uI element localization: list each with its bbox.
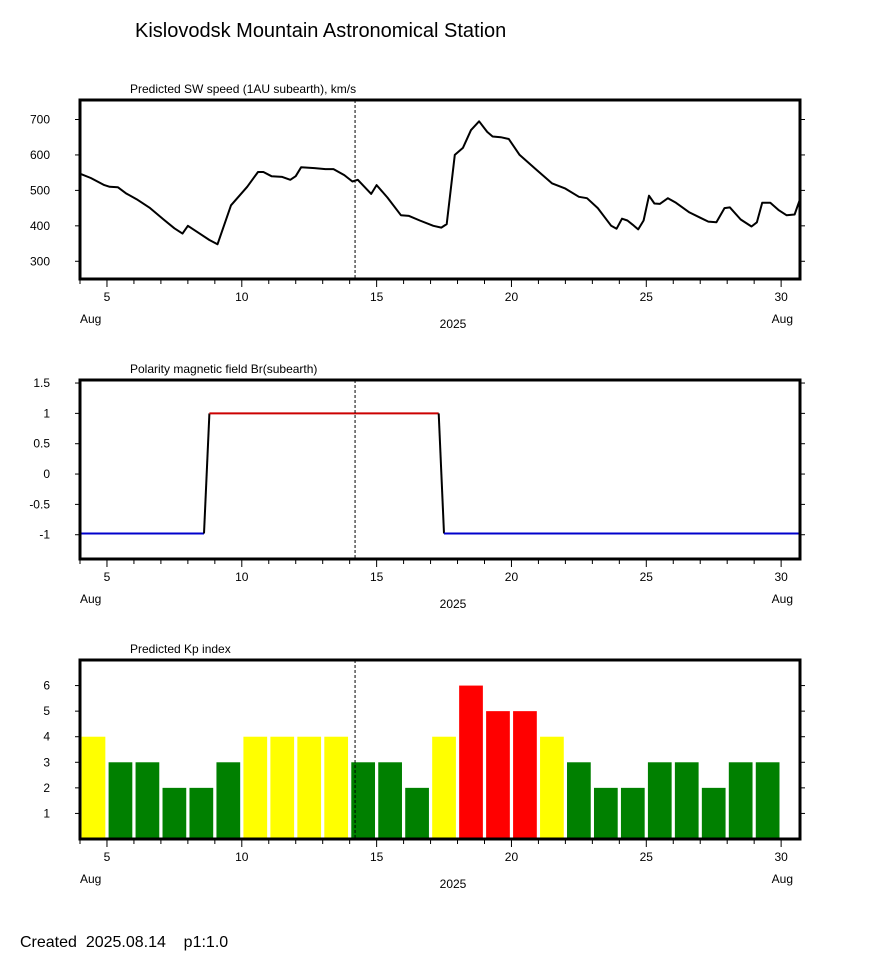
kp-bar [513, 711, 537, 839]
kp-bar [728, 762, 753, 839]
plot-frame [78, 378, 802, 561]
x-start-month: Aug [80, 872, 101, 886]
y-tick-label: 5 [43, 704, 50, 718]
x-tick-label: 30 [774, 290, 788, 304]
y-tick-label: 3 [43, 755, 50, 769]
kp-bar [243, 736, 268, 839]
x-end-month: Aug [772, 592, 793, 606]
kp-bar [540, 736, 564, 839]
kp-bar [593, 787, 618, 839]
y-tick-label: 600 [30, 148, 50, 162]
series-line [437, 413, 445, 534]
panel-title: Predicted SW speed (1AU subearth), km/s [130, 82, 356, 96]
page-title: Kislovodsk Mountain Astronomical Station [135, 20, 507, 42]
x-tick-label: 20 [505, 570, 519, 584]
kp-bar [755, 762, 780, 839]
kp-bar [216, 762, 241, 839]
kp-bar [189, 787, 214, 839]
x-tick-label: 25 [640, 850, 654, 864]
y-tick-label: 700 [30, 112, 50, 126]
y-tick-label: 4 [43, 730, 50, 744]
x-tick-label: 5 [104, 570, 111, 584]
kp-bar [162, 787, 187, 839]
y-tick-label: 0.5 [33, 437, 50, 451]
series-line [79, 120, 801, 246]
x-start-month: Aug [80, 312, 101, 326]
panel-title: Predicted Kp index [130, 642, 231, 656]
x-tick-label: 20 [505, 850, 519, 864]
y-tick-label: 0 [43, 467, 50, 481]
y-tick-label: 1.5 [33, 376, 50, 390]
y-tick-label: -0.5 [29, 497, 50, 511]
x-year-label: 2025 [440, 877, 467, 891]
x-tick-label: 15 [370, 290, 384, 304]
x-end-month: Aug [772, 312, 793, 326]
y-tick-label: 6 [43, 679, 50, 693]
y-tick-label: 500 [30, 183, 50, 197]
kp-bar [701, 787, 726, 839]
series-line [203, 413, 211, 534]
kp-bar [620, 787, 645, 839]
kp-bar [567, 762, 591, 839]
kp-bar [647, 762, 672, 839]
kp-bar [674, 762, 699, 839]
kp-bar [297, 736, 322, 839]
x-tick-label: 25 [640, 290, 654, 304]
x-tick-label: 10 [235, 290, 249, 304]
plot-frame [78, 98, 802, 281]
x-tick-label: 5 [104, 850, 111, 864]
panel-title: Polarity magnetic field Br(subearth) [130, 362, 317, 376]
kp-bar [459, 685, 483, 839]
kp-bar [378, 762, 402, 839]
x-tick-label: 10 [235, 570, 249, 584]
created-footer: Created 2025.08.14 p1:1.0 [20, 934, 229, 951]
x-tick-label: 15 [370, 850, 384, 864]
x-year-label: 2025 [440, 317, 467, 331]
kp-bar [324, 736, 349, 839]
x-tick-label: 15 [370, 570, 384, 584]
x-tick-label: 5 [104, 290, 111, 304]
y-tick-label: 300 [30, 254, 50, 268]
kp-bar [351, 762, 376, 839]
kp-bar [270, 736, 295, 839]
y-tick-label: 1 [43, 806, 50, 820]
kp-bar [405, 787, 429, 839]
x-tick-label: 20 [505, 290, 519, 304]
kp-bar [81, 736, 106, 839]
y-tick-label: 2 [43, 781, 50, 795]
x-tick-label: 10 [235, 850, 249, 864]
kp-bar [432, 736, 456, 839]
kp-bar [135, 762, 160, 839]
y-tick-label: 1 [43, 406, 50, 420]
y-tick-label: -1 [39, 528, 50, 542]
y-tick-label: 400 [30, 219, 50, 233]
kp-bar [108, 762, 133, 839]
x-tick-label: 30 [774, 850, 788, 864]
x-tick-label: 25 [640, 570, 654, 584]
x-tick-label: 30 [774, 570, 788, 584]
x-end-month: Aug [772, 872, 793, 886]
kp-bar [486, 711, 510, 839]
x-start-month: Aug [80, 592, 101, 606]
plot-frame [78, 658, 802, 841]
x-year-label: 2025 [440, 597, 467, 611]
